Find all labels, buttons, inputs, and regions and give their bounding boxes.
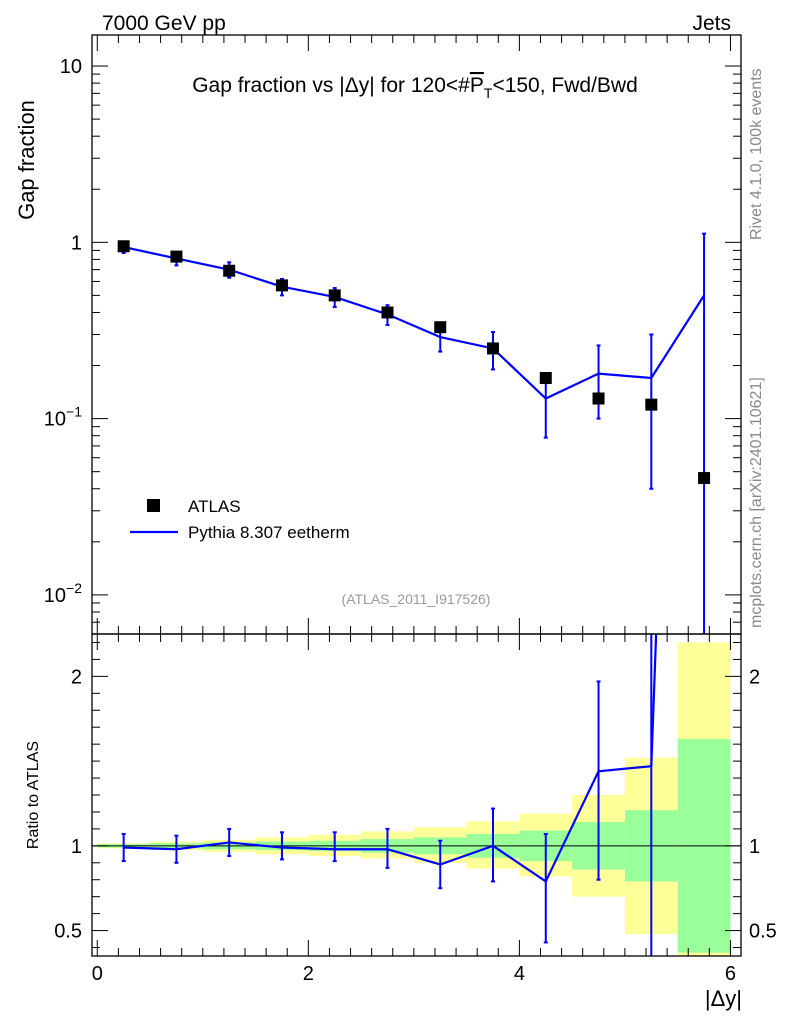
x-tick-label-0: 0 xyxy=(92,963,103,985)
main-plot-frame xyxy=(91,34,742,635)
main-y-tick-label-1: 1 xyxy=(71,232,82,254)
atlas-point-11 xyxy=(698,472,711,485)
plot-title-t: T xyxy=(484,85,493,101)
ratio-y-tick-label-right-2: 2 xyxy=(749,666,760,688)
x-tick-label-1: 2 xyxy=(303,963,314,985)
plot-title-prefix: Gap fraction vs |Δy| for 120<# xyxy=(192,74,470,97)
ratio-y-tick-label-left-0: 0.5 xyxy=(54,921,82,943)
main-axis-ticks: 10 1 10−1 10−2 xyxy=(44,35,741,635)
ratio-y-tick-label-left-2: 2 xyxy=(71,666,82,688)
ratio-y-tick-label-right-0: 0.5 xyxy=(749,921,777,943)
atlas-point-9 xyxy=(592,392,605,405)
ratio-mc-line xyxy=(123,634,658,884)
main-y-axis-label: Gap fraction xyxy=(14,100,39,220)
atlas-point-4 xyxy=(328,289,341,302)
legend-mc-label: Pythia 8.307 eetherm xyxy=(188,523,350,542)
atlas-point-7 xyxy=(487,342,500,355)
main-y-tick-label-3: 10−2 xyxy=(44,580,82,607)
main-y-tick-label-2: 10−1 xyxy=(44,404,82,431)
legend: ATLAS Pythia 8.307 eetherm xyxy=(130,497,350,542)
ratio-y-tick-label-left-1: 1 xyxy=(71,836,82,858)
atlas-point-3 xyxy=(275,279,288,292)
x-tick-label-2: 4 xyxy=(514,963,525,985)
legend-atlas-label: ATLAS xyxy=(188,497,241,516)
ratio-y-axis-label: Ratio to ATLAS xyxy=(25,741,42,849)
plot-title: Gap fraction vs |Δy| for 120<#PT<150, Fw… xyxy=(192,74,638,101)
ratio-axis-ticks: 0.5 0.5 1 1 2 2 0 2 4 6 xyxy=(54,634,777,985)
atlas-point-2 xyxy=(223,264,236,277)
atlas-point-6 xyxy=(434,321,447,334)
ratio-uncertainty-bands xyxy=(97,642,731,956)
plot-title-p: P xyxy=(470,74,484,97)
category-label: Jets xyxy=(692,12,731,35)
analysis-id-label: (ATLAS_2011_I917526) xyxy=(342,591,491,607)
mc-line xyxy=(123,245,705,400)
atlas-point-0 xyxy=(117,240,130,253)
ratio-plot-marks xyxy=(121,634,658,956)
main-plot-marks xyxy=(117,232,711,634)
atlas-point-5 xyxy=(381,306,394,319)
plot-title-suffix: <150, Fwd/Bwd xyxy=(492,74,637,97)
legend-atlas-marker xyxy=(147,499,160,512)
atlas-point-10 xyxy=(645,398,658,411)
collision-label: 7000 GeV pp xyxy=(102,12,226,35)
ratio-y-tick-label-right-1: 1 xyxy=(749,836,760,858)
rivet-info-label: Rivet 4.1.0, 100k events xyxy=(748,68,765,240)
x-tick-label-3: 6 xyxy=(725,963,736,985)
x-axis-label: |Δy| xyxy=(705,986,742,1011)
atlas-point-8 xyxy=(539,371,552,384)
atlas-point-1 xyxy=(170,250,183,263)
mcplots-label: mcplots.cern.ch [arXiv:2401.10621] xyxy=(748,377,765,628)
main-y-tick-label-0: 10 xyxy=(60,56,82,78)
